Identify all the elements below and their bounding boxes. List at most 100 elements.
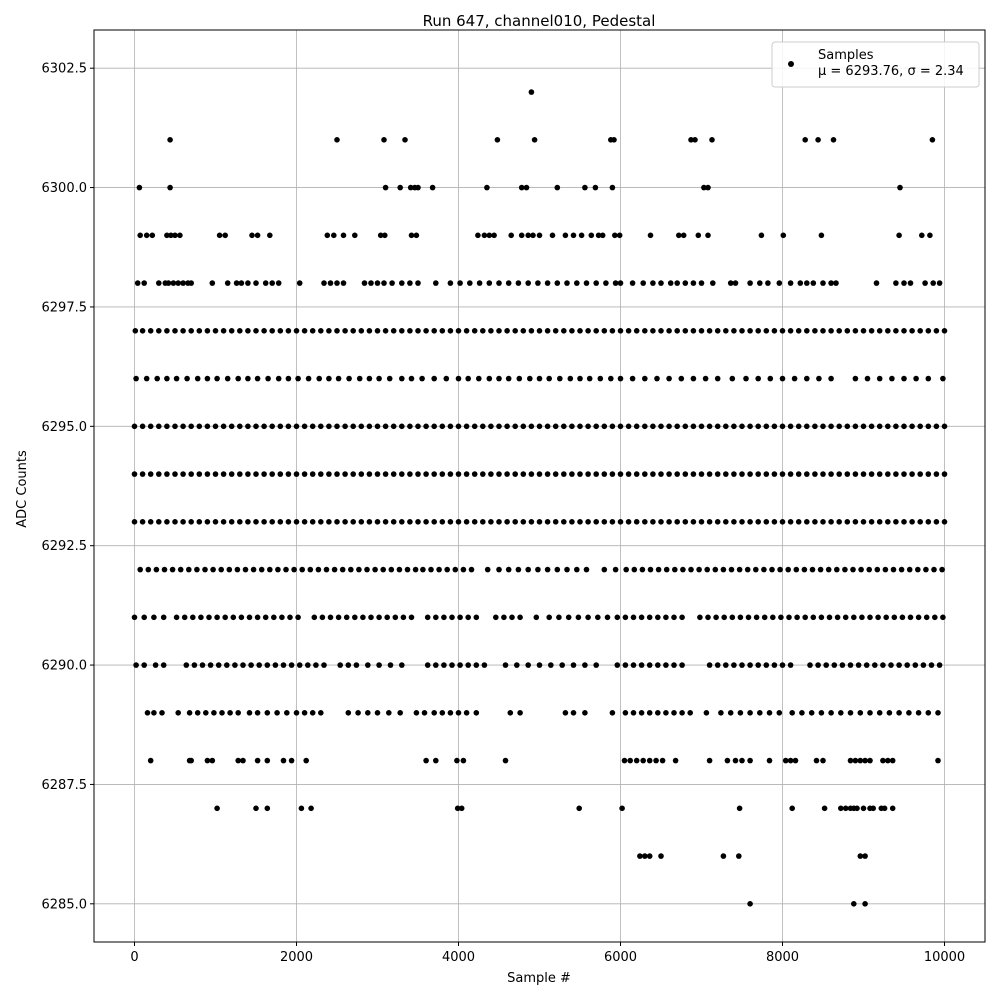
data-point (238, 280, 245, 286)
data-point (340, 232, 347, 239)
data-point (180, 280, 186, 286)
data-point (318, 519, 324, 525)
data-point (517, 614, 523, 621)
data-point (164, 375, 170, 382)
data-point (925, 328, 932, 334)
data-point (352, 614, 358, 621)
data-point (893, 328, 899, 334)
data-point (175, 710, 181, 716)
data-point (544, 280, 551, 286)
data-point (778, 614, 784, 621)
data-point (505, 566, 512, 573)
data-point (308, 805, 314, 812)
data-point (168, 232, 174, 239)
data-point (907, 280, 914, 286)
data-point (642, 375, 648, 382)
data-point (186, 710, 193, 716)
data-point (923, 566, 929, 573)
data-point (301, 471, 308, 477)
data-point (264, 662, 271, 668)
data-point (380, 566, 387, 573)
data-point (228, 519, 235, 525)
data-point (771, 471, 778, 477)
data-point (899, 614, 906, 621)
data-point (491, 232, 497, 239)
data-point (917, 519, 923, 525)
data-point (397, 184, 404, 191)
data-point (755, 328, 761, 334)
data-point (240, 757, 246, 764)
data-point (666, 519, 672, 525)
data-point (583, 566, 590, 573)
axis-ticks: 0 2000 4000 6000 8000 10000 6285.0 6287.5 6290.0… (42, 62, 966, 965)
data-point (839, 662, 846, 668)
data-point (463, 710, 470, 716)
data-point (423, 423, 429, 430)
data-point (457, 614, 463, 621)
data-point (301, 710, 308, 716)
data-point (658, 280, 664, 286)
data-point (893, 423, 899, 430)
data-point (799, 710, 805, 716)
data-point (536, 423, 543, 430)
data-point (847, 757, 854, 764)
data-point (567, 375, 574, 382)
data-point (374, 471, 381, 477)
data-point (458, 805, 465, 812)
data-point (390, 471, 397, 477)
data-point (674, 471, 680, 477)
data-point (755, 423, 761, 430)
data-point (544, 328, 551, 334)
data-point (404, 566, 411, 573)
data-point (335, 375, 342, 382)
data-point (552, 423, 559, 430)
data-point (481, 662, 488, 668)
data-point (695, 232, 702, 239)
data-point (350, 328, 357, 334)
data-point (288, 757, 295, 764)
data-point (747, 662, 753, 668)
data-point (901, 375, 907, 382)
data-point (713, 614, 719, 621)
data-point (228, 471, 235, 477)
data-point (585, 614, 591, 621)
data-point (682, 328, 689, 334)
y-tick-label: 6302.5 (42, 62, 88, 77)
data-point (690, 375, 697, 382)
data-point (512, 471, 518, 477)
data-point (896, 662, 902, 668)
data-point (915, 566, 921, 573)
data-point (625, 471, 632, 477)
data-point (366, 328, 373, 334)
data-point (655, 614, 661, 621)
data-point (204, 519, 211, 525)
data-point (927, 232, 933, 239)
data-point (852, 328, 859, 334)
data-point (318, 328, 324, 334)
data-point (901, 423, 907, 430)
data-point (358, 471, 365, 477)
data-point (133, 662, 139, 668)
data-point (441, 662, 447, 668)
data-point (714, 328, 721, 334)
data-point (504, 328, 510, 334)
data-point (356, 375, 363, 382)
data-point (313, 662, 319, 668)
data-point (787, 280, 794, 286)
data-point (885, 471, 891, 477)
data-point (431, 519, 438, 525)
data-point (141, 662, 147, 668)
data-point (342, 328, 348, 334)
data-point (463, 471, 470, 477)
data-point (164, 328, 170, 334)
data-point (136, 184, 143, 191)
data-point (415, 519, 421, 525)
legend-stats-label: μ = 6293.76, σ = 2.34 (818, 64, 964, 79)
data-point (820, 471, 826, 477)
data-point (679, 662, 685, 668)
data-point (941, 519, 948, 525)
data-point (842, 566, 848, 573)
data-point (496, 471, 502, 477)
data-point (374, 423, 381, 430)
data-point (528, 423, 535, 430)
